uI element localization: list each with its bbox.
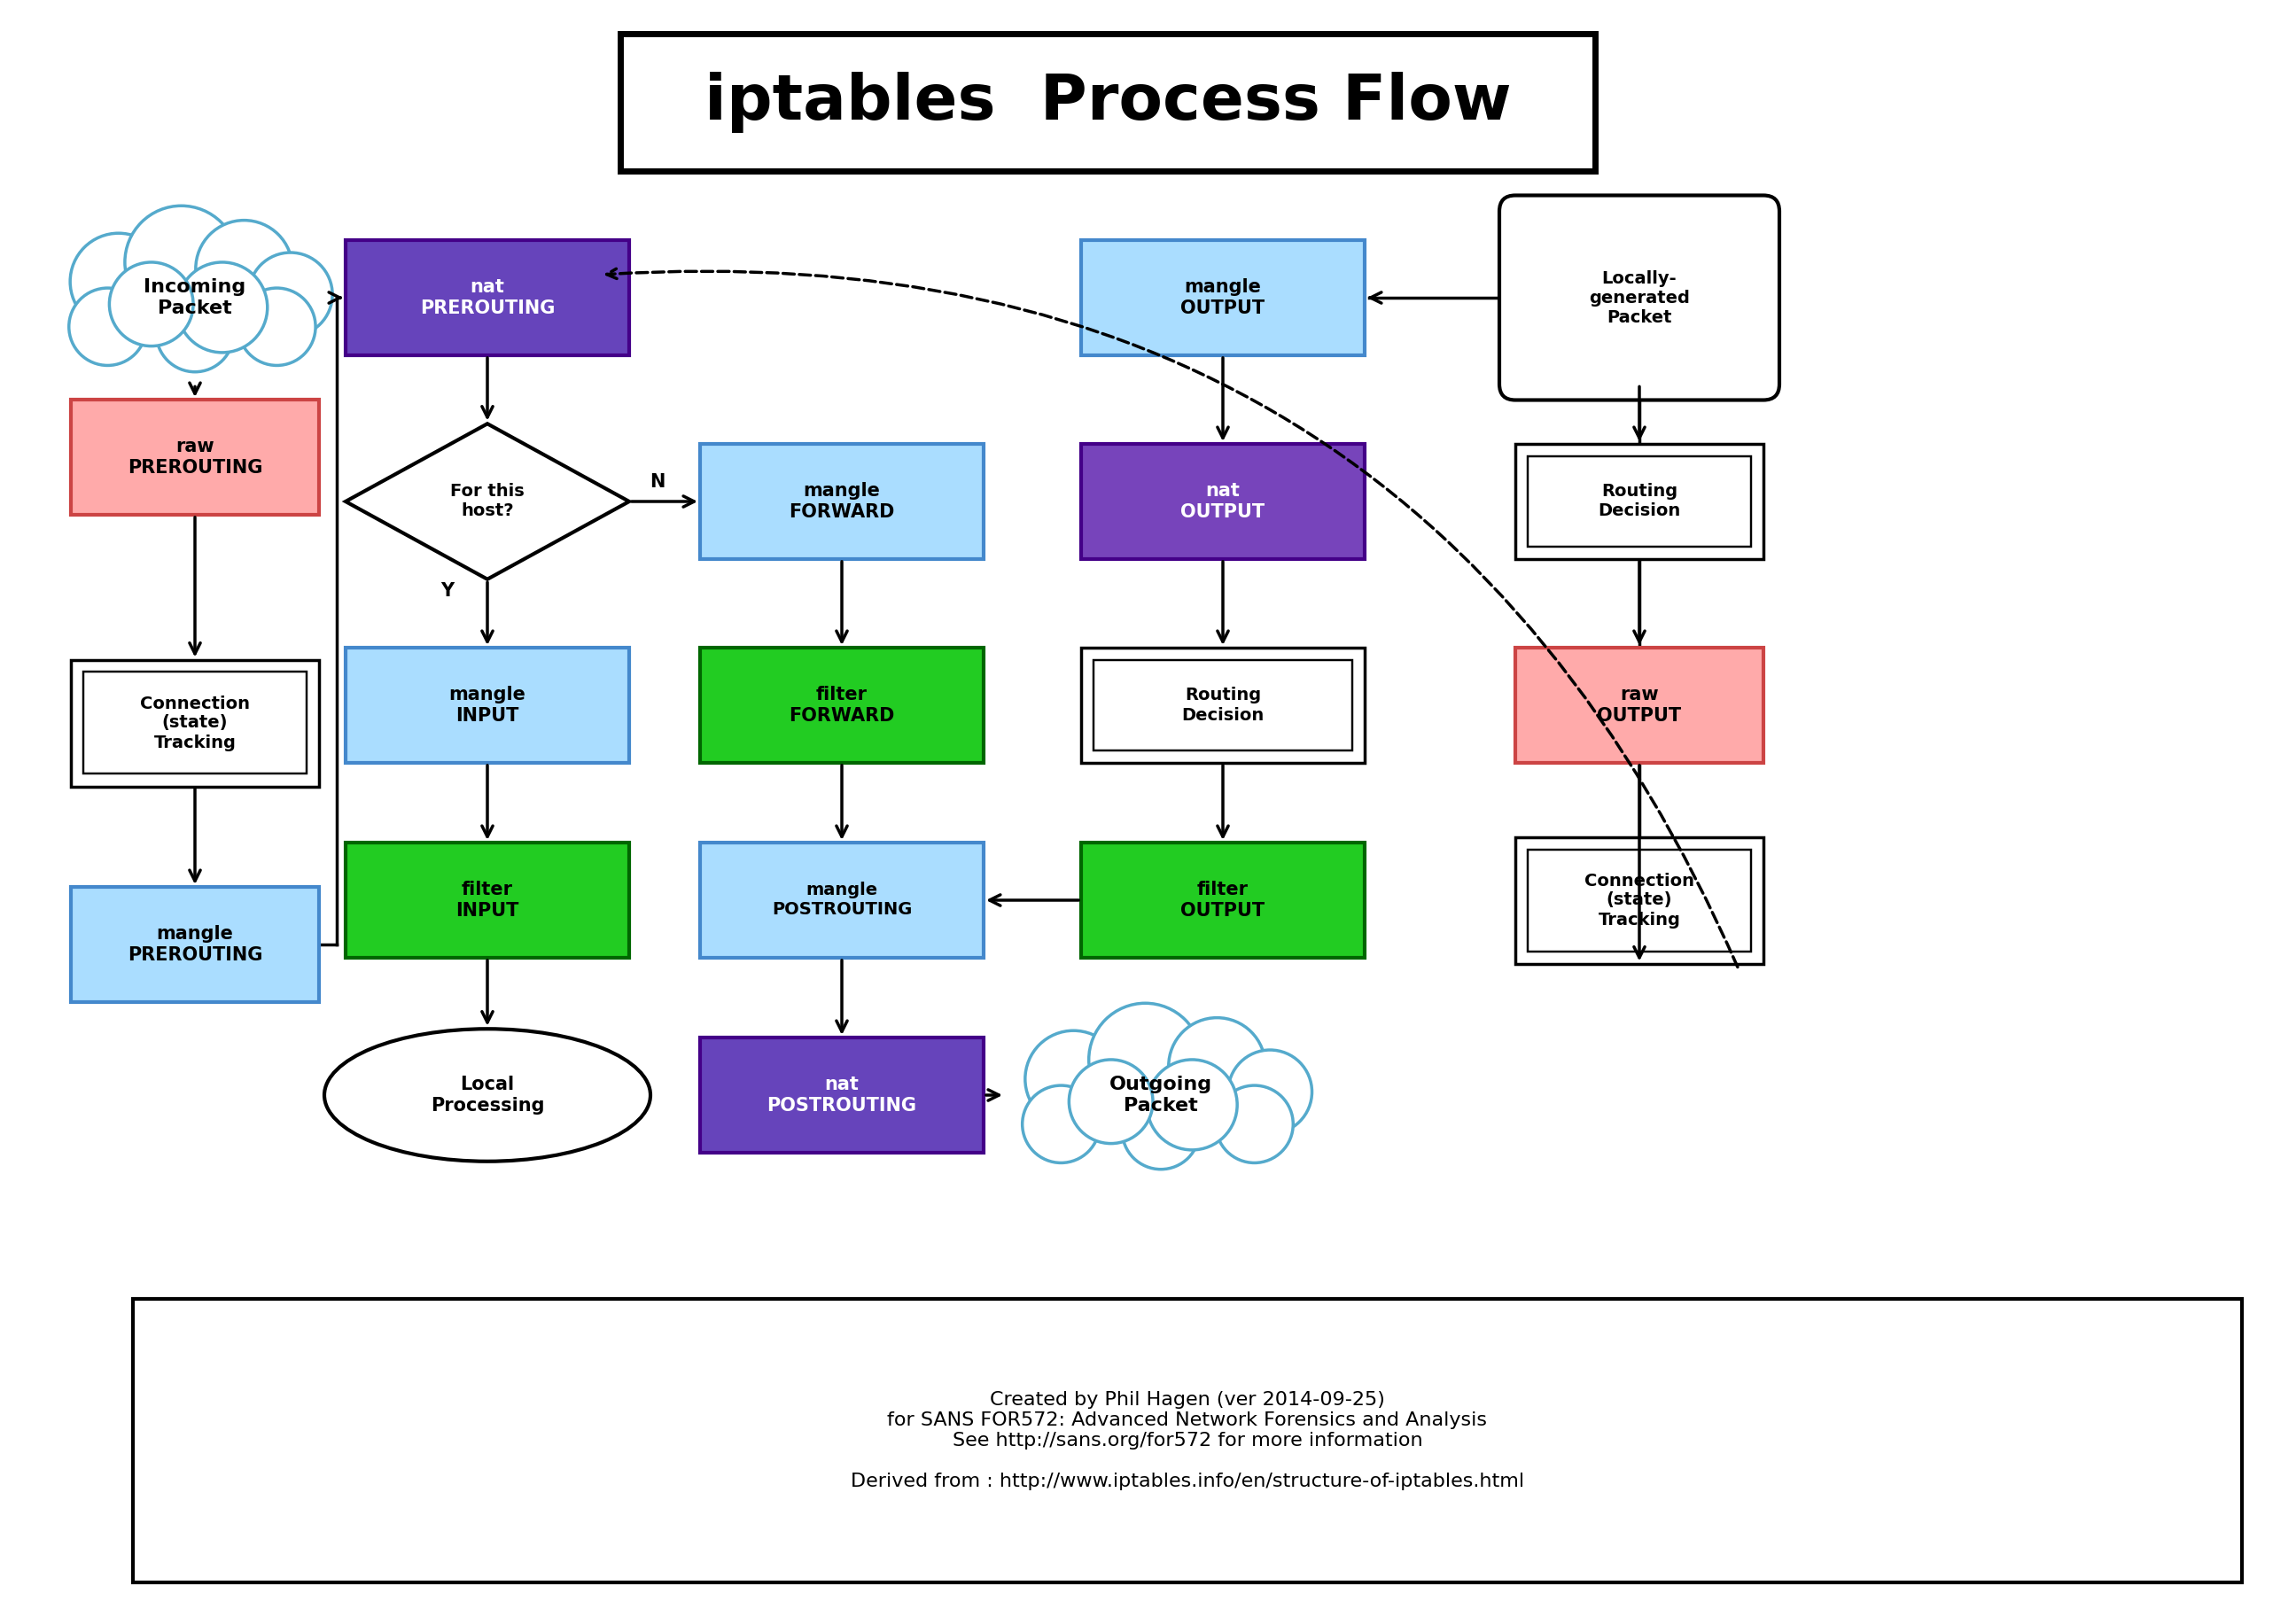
- Text: Connection
(state)
Tracking: Connection (state) Tracking: [1584, 872, 1694, 928]
- Bar: [83, 673, 308, 774]
- FancyArrowPatch shape: [606, 269, 1738, 967]
- Bar: [347, 240, 629, 356]
- Bar: [71, 399, 319, 515]
- Text: raw
PREROUTING: raw PREROUTING: [129, 438, 262, 476]
- Circle shape: [1148, 1060, 1238, 1150]
- Circle shape: [124, 206, 239, 319]
- Bar: [1527, 457, 1752, 547]
- Text: filter
INPUT: filter INPUT: [455, 882, 519, 919]
- FancyArrowPatch shape: [191, 383, 200, 394]
- Text: Outgoing
Packet: Outgoing Packet: [1109, 1076, 1212, 1115]
- Text: Created by Phil Hagen (ver 2014-09-25)
for SANS FOR572: Advanced Network Forensi: Created by Phil Hagen (ver 2014-09-25) f…: [850, 1390, 1525, 1490]
- Ellipse shape: [324, 1028, 650, 1162]
- Text: mangle
OUTPUT: mangle OUTPUT: [1180, 278, 1265, 317]
- Bar: [347, 843, 629, 957]
- Bar: [71, 887, 319, 1002]
- Text: mangle
INPUT: mangle INPUT: [450, 685, 526, 724]
- Text: mangle
POSTROUTING: mangle POSTROUTING: [771, 882, 912, 919]
- Text: raw
OUTPUT: raw OUTPUT: [1598, 685, 1681, 724]
- Text: iptables  Process Flow: iptables Process Flow: [705, 72, 1511, 134]
- Bar: [620, 34, 1596, 172]
- Bar: [1515, 444, 1763, 558]
- Circle shape: [1070, 1060, 1153, 1144]
- Text: filter
OUTPUT: filter OUTPUT: [1180, 882, 1265, 919]
- Bar: [71, 660, 319, 787]
- FancyArrowPatch shape: [482, 766, 494, 837]
- FancyArrowPatch shape: [836, 961, 847, 1031]
- Bar: [1081, 240, 1364, 356]
- Text: nat
POSTROUTING: nat POSTROUTING: [767, 1076, 916, 1115]
- FancyArrowPatch shape: [1371, 293, 1382, 302]
- Bar: [700, 444, 983, 558]
- FancyArrowPatch shape: [1217, 357, 1228, 438]
- Bar: [133, 1298, 2241, 1582]
- FancyArrowPatch shape: [985, 1089, 999, 1101]
- Bar: [1093, 660, 1352, 750]
- Bar: [700, 1038, 983, 1152]
- FancyArrowPatch shape: [191, 788, 200, 882]
- Text: N: N: [650, 473, 666, 491]
- Text: mangle
FORWARD: mangle FORWARD: [790, 483, 895, 521]
- FancyArrowPatch shape: [1635, 562, 1644, 642]
- Circle shape: [239, 288, 315, 365]
- Bar: [700, 648, 983, 763]
- Circle shape: [1228, 1051, 1311, 1134]
- FancyArrowPatch shape: [631, 496, 693, 507]
- Circle shape: [1024, 1031, 1123, 1128]
- FancyArrowPatch shape: [1635, 766, 1644, 957]
- Circle shape: [156, 294, 234, 372]
- Bar: [347, 648, 629, 763]
- Bar: [1081, 843, 1364, 957]
- FancyBboxPatch shape: [1499, 195, 1779, 401]
- Text: Local
Processing: Local Processing: [429, 1076, 544, 1115]
- Text: Locally-
generated
Packet: Locally- generated Packet: [1589, 270, 1690, 325]
- FancyArrowPatch shape: [482, 582, 494, 642]
- Bar: [700, 843, 983, 957]
- Text: Routing
Decision: Routing Decision: [1598, 483, 1681, 520]
- FancyArrowPatch shape: [836, 562, 847, 642]
- Text: Routing
Decision: Routing Decision: [1182, 687, 1265, 724]
- FancyArrowPatch shape: [1217, 766, 1228, 837]
- Polygon shape: [347, 423, 629, 579]
- FancyArrowPatch shape: [836, 766, 847, 837]
- Circle shape: [1169, 1018, 1265, 1115]
- Bar: [1527, 850, 1752, 951]
- Bar: [1515, 648, 1763, 763]
- Text: nat
PREROUTING: nat PREROUTING: [420, 278, 556, 317]
- Circle shape: [195, 220, 292, 317]
- Circle shape: [1088, 1002, 1201, 1117]
- Text: For this
host?: For this host?: [450, 483, 523, 520]
- FancyArrowPatch shape: [1635, 386, 1644, 438]
- FancyArrowPatch shape: [191, 516, 200, 653]
- Text: Incoming
Packet: Incoming Packet: [145, 278, 246, 317]
- FancyArrowPatch shape: [482, 357, 494, 417]
- Text: filter
FORWARD: filter FORWARD: [790, 685, 895, 724]
- Bar: [1515, 837, 1763, 964]
- Bar: [1081, 444, 1364, 558]
- Circle shape: [1215, 1086, 1293, 1163]
- Circle shape: [110, 262, 193, 346]
- Circle shape: [69, 288, 147, 365]
- Text: Connection
(state)
Tracking: Connection (state) Tracking: [140, 695, 250, 751]
- Circle shape: [248, 253, 333, 336]
- FancyArrowPatch shape: [1217, 562, 1228, 642]
- FancyArrowPatch shape: [328, 293, 340, 302]
- FancyArrowPatch shape: [482, 961, 494, 1022]
- Text: Y: Y: [441, 582, 455, 600]
- Text: mangle
PREROUTING: mangle PREROUTING: [129, 925, 262, 964]
- Text: nat
OUTPUT: nat OUTPUT: [1180, 483, 1265, 521]
- Bar: [1081, 648, 1364, 763]
- Circle shape: [1022, 1086, 1100, 1163]
- Circle shape: [71, 233, 168, 330]
- Circle shape: [177, 262, 266, 352]
- Circle shape: [1123, 1093, 1199, 1170]
- FancyArrowPatch shape: [990, 895, 1079, 906]
